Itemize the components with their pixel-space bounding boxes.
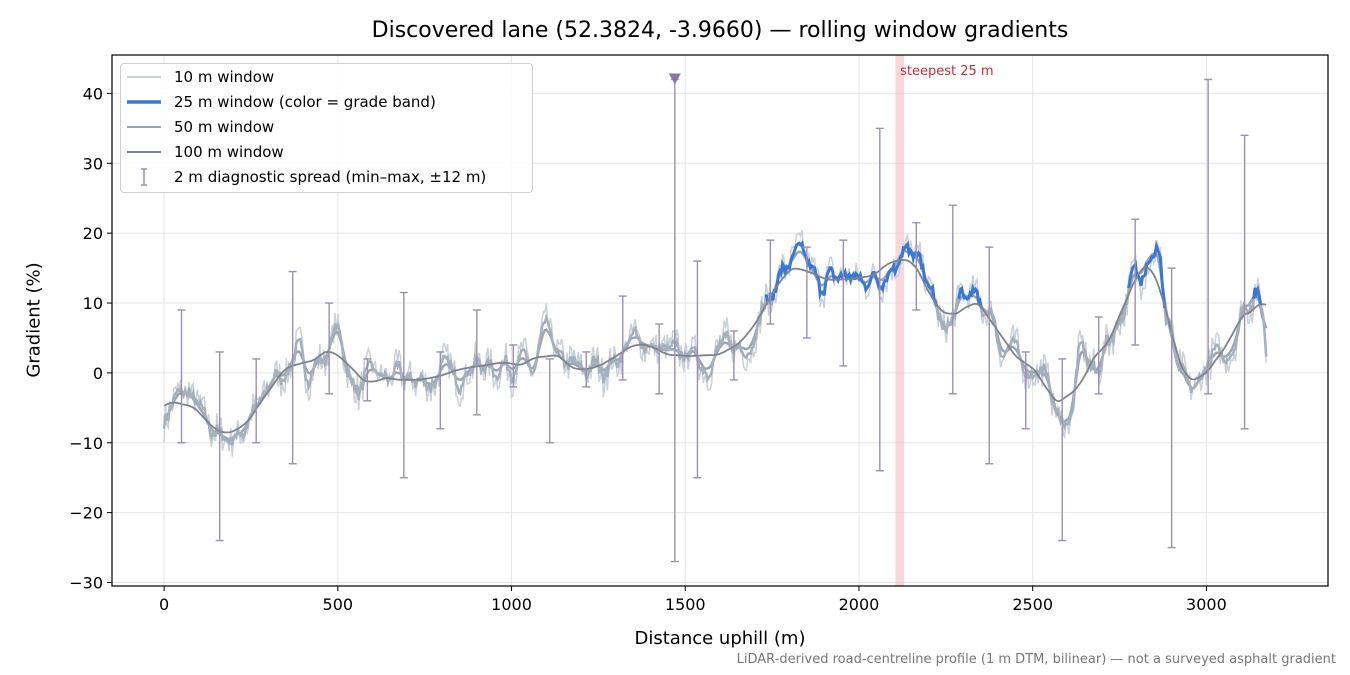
x-tick-label: 2000 [839,595,880,614]
errorbar-12 [618,295,627,381]
x-tick-label: 3000 [1186,595,1227,614]
legend-label-10m: 10 m window [174,68,275,86]
errorbar-17 [766,239,775,325]
errorbar-18 [802,246,811,339]
errorbar-26 [1094,316,1103,395]
series-25m-segment [1259,303,1268,357]
errorbar-24 [1021,351,1030,430]
steepest-band [895,55,905,586]
errorbar-10 [545,358,554,444]
errorbar-2 [252,358,261,444]
y-tick-label: 0 [93,364,103,383]
series-25m-segment [1252,284,1263,305]
errorbar-30 [1240,134,1249,430]
legend-item-100m: 100 m window [121,140,532,165]
errorbar-20 [875,127,884,472]
legend-item-10m: 10 m window [121,65,532,90]
errorbar-8 [472,309,481,416]
y-tick-label: −30 [69,574,103,593]
x-tick-label: 2500 [1012,595,1053,614]
spread-max-marker [668,73,681,85]
series-25m-segment [957,283,983,309]
y-tick-label: 30 [83,154,103,173]
legend-line-25m [127,100,161,104]
x-tick-label: 0 [159,595,169,614]
legend-line-10m [127,76,161,78]
legend-item-25m: 25 m window (color = grade band) [121,90,532,115]
footnote: LiDAR-derived road-centreline profile (1… [736,652,1336,667]
legend: 10 m window 25 m window (color = grade b… [120,63,533,193]
errorbar-19 [839,239,848,367]
errorbar-13 [655,323,664,395]
errorbar-29 [1204,78,1213,395]
series-25m-segment [771,240,939,307]
steepest-label: steepest 25 m [900,64,993,79]
series-25m-segment [980,301,1128,431]
y-tick-label: 10 [83,294,103,313]
series-25m-segment [162,294,768,446]
errorbar-23 [985,246,994,465]
y-tick-label: 40 [83,84,103,103]
errorbar-4 [325,302,334,395]
errorbar-0 [177,309,186,444]
errorbar-9 [509,344,518,388]
legend-errorbar-symbol [141,168,147,186]
y-tick-label: 20 [83,224,103,243]
series-100m-line [163,259,1267,434]
errorbar-22 [948,204,957,395]
x-tick-label: 500 [323,595,354,614]
plot-frame [111,54,1329,587]
errorbar-25 [1058,358,1067,542]
legend-label-100m: 100 m window [174,143,284,161]
series-25m-segment [1163,298,1255,394]
errorbar-15 [693,260,702,479]
errorbar-27 [1131,218,1140,346]
chart-title: Discovered lane (52.3824, -3.9660) — rol… [371,18,1069,43]
y-tick-label: −10 [69,434,103,453]
legend-item-50m: 50 m window [121,115,532,140]
series-25m-segment [935,297,959,336]
legend-label-25m: 25 m window (color = grade band) [174,93,436,111]
errorbar-11 [582,351,591,388]
errorbar-3 [288,270,297,465]
errorbar-14 [670,78,679,563]
series-25m-segment [770,300,774,306]
x-axis-label: Distance uphill (m) [634,628,806,649]
errorbar-16 [729,330,738,381]
legend-label-50m: 50 m window [174,118,275,136]
errorbar-21 [912,221,921,311]
legend-line-50m [127,126,161,128]
errorbar-1 [215,351,224,542]
y-axis-label: Gradient (%) [23,262,45,378]
legend-item-errorbar: 2 m diagnostic spread (min–max, ±12 m) [121,165,532,190]
legend-line-100m [127,151,161,153]
y-tick-label: −20 [69,504,103,523]
errorbar-7 [436,351,445,430]
errorbar-6 [399,291,408,479]
legend-label-errorbar: 2 m diagnostic spread (min–max, ±12 m) [174,168,487,186]
x-tick-label: 1500 [665,595,706,614]
x-tick-label: 1000 [491,595,532,614]
errorbar-28 [1167,267,1176,549]
errorbar-5 [363,358,372,402]
